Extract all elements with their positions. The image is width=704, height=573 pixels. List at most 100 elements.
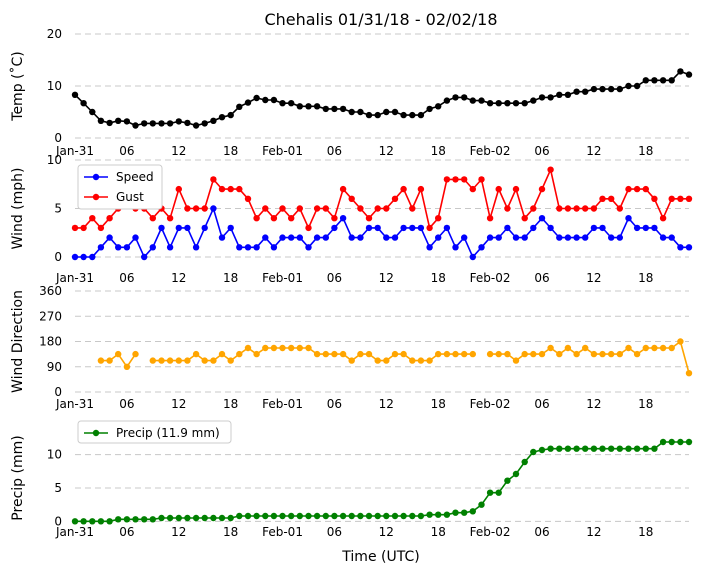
data-point [322,234,329,241]
data-point [305,344,312,352]
x-tick-label: 12 [379,525,394,539]
x-tick-label: 06 [327,525,342,539]
data-point [201,205,208,212]
data-point [339,185,347,193]
data-point [123,118,131,125]
data-point [512,100,520,107]
series-line-direction [100,340,690,374]
y-axis-label: Precip (mm) [10,435,26,520]
data-point [201,120,208,127]
data-point [608,195,615,202]
data-point [322,512,329,520]
x-tick-label: 18 [431,144,446,158]
x-tick-label: 18 [638,271,653,285]
x-tick-label: 18 [223,271,238,285]
data-point [582,445,589,452]
data-point [184,205,191,212]
data-point [374,111,381,119]
data-point [521,458,528,466]
data-point [400,224,407,232]
data-point [115,516,122,523]
data-point [279,234,286,241]
data-point [184,119,191,127]
data-point [590,350,598,358]
data-point [651,195,658,202]
data-point [668,77,675,84]
data-point [71,518,79,525]
data-point [521,100,528,107]
data-point [141,120,148,127]
data-point [210,176,217,183]
data-point [296,103,303,110]
data-point [685,244,693,251]
data-point [227,514,234,522]
data-point [443,350,451,358]
data-point [659,234,667,241]
data-point [218,350,226,358]
data-point [530,448,537,456]
x-tick-label: 06 [327,144,342,158]
data-point [461,509,468,516]
data-point [582,344,589,352]
data-point [305,103,312,110]
data-point [417,111,425,119]
data-point [677,438,684,446]
y-tick-label: 180 [39,335,62,349]
data-point [573,88,580,95]
data-point [530,224,537,232]
x-tick-label: 12 [379,144,394,158]
x-tick-label: 18 [638,397,653,411]
data-point [166,514,174,522]
data-point [106,357,113,364]
data-point [443,176,451,183]
data-point [383,205,390,212]
data-point [270,215,278,222]
panel-2: 0 5 10 Jan-31 06 12 18 Feb-01 06 12 18 Feb-02 06 12 18… [10,153,693,285]
data-point [538,94,546,101]
data-point [210,357,217,364]
data-point [262,512,269,520]
data-point [573,205,580,212]
data-point [158,357,165,364]
data-point [547,445,554,452]
panel-4: 0 5 10 Jan-31 06 12 18 Feb-01 06 12 18 Feb-02 06 12 18… [10,420,693,539]
data-point [201,357,208,364]
x-tick-label: 06 [119,397,134,411]
data-point [486,234,494,241]
data-point [374,357,381,364]
data-point [123,363,131,370]
data-point [435,511,442,518]
data-point [469,253,476,261]
x-axis-label: Time (UTC) [341,549,419,565]
data-point [313,205,321,212]
data-point [642,344,649,352]
data-point [244,344,252,352]
data-point [279,512,286,520]
data-point [651,445,658,452]
data-point [288,234,295,241]
data-point [651,344,658,352]
data-point [322,105,329,113]
data-point [608,445,615,452]
x-tick-label: 12 [171,271,186,285]
data-point [504,224,511,232]
data-point [184,224,191,232]
data-point [556,205,563,212]
data-point [469,185,476,193]
data-point [677,195,684,202]
data-point [288,215,295,222]
data-point [400,350,407,358]
data-point [262,96,269,104]
data-point [659,438,667,446]
data-point [253,512,260,520]
data-point [512,185,520,193]
data-point [357,205,364,212]
x-tick-label: 06 [534,525,549,539]
data-point [253,350,260,358]
data-point [132,516,139,523]
data-point [478,97,485,104]
data-point [365,350,373,358]
x-tick-label: Feb-01 [262,144,303,158]
data-point [192,205,200,212]
